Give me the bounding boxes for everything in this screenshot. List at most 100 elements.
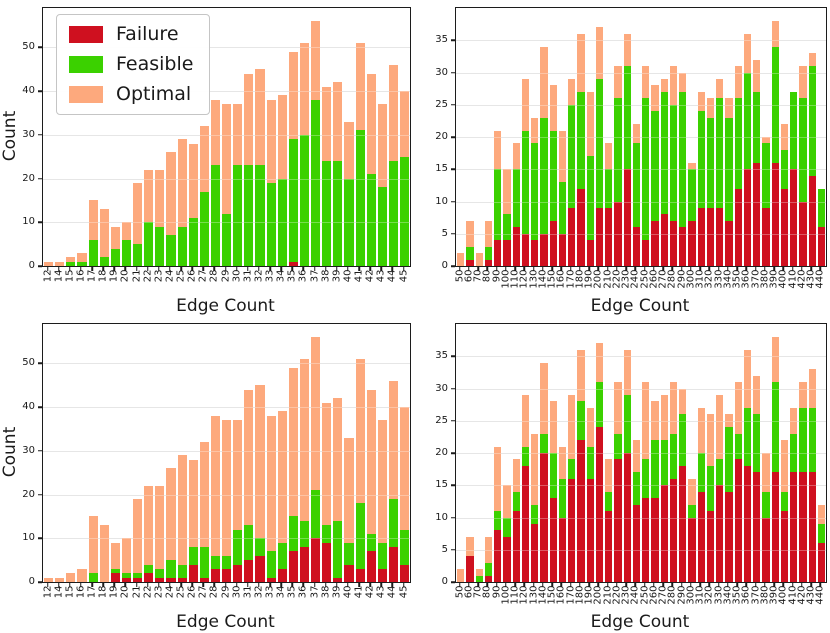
segment-optimal (88, 516, 98, 574)
bar-slot (780, 8, 789, 266)
plot-area: 0 10 20 30 40 50 Failure Feasible Optimal (22, 7, 411, 271)
x-tick-label: 34 (275, 585, 287, 598)
segment-optimal (388, 64, 398, 162)
x-tick-slot: 26 (187, 582, 198, 619)
bar-slot (484, 324, 493, 582)
stacked-bar-430 (808, 369, 816, 582)
segment-optimal (322, 402, 332, 526)
segment-optimal (99, 209, 109, 258)
segment-optimal (521, 78, 529, 131)
segment-optimal (188, 459, 198, 548)
stacked-bar-160 (558, 446, 566, 582)
segment-feasible (651, 440, 659, 499)
segment-failure (706, 511, 714, 582)
bar-slot (110, 8, 121, 266)
segment-failure (808, 175, 816, 266)
legend-swatch-failure (69, 26, 103, 43)
x-tick-slot: 70 (473, 582, 484, 619)
x-tick-slot: 210 (602, 582, 613, 619)
segment-failure (155, 577, 165, 582)
x-tick-mark (180, 582, 182, 587)
y-tick-mark (37, 90, 42, 92)
x-tick-mark (671, 266, 674, 271)
segment-optimal (77, 252, 87, 262)
gridline (43, 91, 410, 93)
x-tick-labels: 50 60 70 80 90 100 110 120 130 140 150 160 170 180 190… (454, 266, 826, 303)
gridline (456, 104, 826, 106)
segment-optimal (344, 437, 354, 543)
stacked-bar-42 (366, 389, 376, 582)
y-tick-label: 40 (22, 401, 35, 413)
x-tick-label: 28 (208, 585, 220, 598)
segment-optimal (133, 498, 143, 574)
segment-failure (521, 465, 529, 582)
segment-optimal (614, 382, 622, 434)
segment-feasible (475, 575, 483, 582)
x-tick-label: 37 (309, 269, 321, 282)
x-tick-label: 15 (64, 585, 76, 598)
segment-feasible (734, 433, 742, 460)
stacked-bar-39 (333, 82, 343, 266)
stacked-bar-60 (466, 536, 474, 582)
segment-feasible (595, 78, 603, 208)
y-tick-mark (37, 221, 42, 224)
segment-optimal (558, 130, 566, 183)
x-tick-slot: 220 (611, 582, 622, 619)
stacked-bar-28 (210, 415, 220, 582)
legend-label-feasible: Feasible (116, 53, 194, 75)
x-tick-mark (324, 582, 327, 587)
stacked-bar-37 (311, 337, 321, 582)
x-tick-mark (569, 266, 572, 271)
x-tick-slot: 19 (109, 582, 120, 619)
stacked-bar-220 (614, 382, 622, 582)
x-tick-slot: 200 (593, 266, 604, 303)
segment-feasible (66, 261, 76, 266)
y-tick-mark (37, 46, 42, 49)
segment-optimal (799, 66, 807, 99)
x-tick-slot: 15 (64, 266, 75, 303)
bar-slot (586, 8, 595, 266)
x-tick-mark (514, 266, 516, 271)
x-tick-slot: 380 (759, 266, 770, 303)
bar-slot (43, 8, 54, 266)
y-tick-mark (37, 581, 42, 583)
segment-failure (716, 485, 724, 582)
y-tick-mark (450, 233, 455, 235)
y-tick-label: 5 (441, 543, 448, 555)
gridline-overlay (43, 91, 410, 93)
segment-feasible (244, 165, 254, 266)
segment-failure (716, 207, 724, 266)
segment-optimal (780, 124, 788, 150)
bar-slot (761, 8, 770, 266)
x-tick-slot: 18 (98, 266, 109, 303)
chart-top-right: 0 5 10 15 20 25 30 35 50 60 70 80 90 100 110 120 130 140… (415, 0, 830, 316)
x-tick-mark (280, 582, 282, 587)
x-tick-slot: 370 (750, 266, 761, 303)
x-tick-mark (135, 266, 138, 271)
segment-optimal (521, 394, 529, 447)
gridline-overlay (456, 72, 826, 74)
x-tick-slot: 80 (482, 582, 493, 619)
segment-failure (660, 214, 668, 266)
segment-failure (333, 577, 343, 582)
x-tick-slot: 150 (547, 266, 558, 303)
x-tick-mark (169, 266, 171, 271)
segment-optimal (133, 182, 143, 245)
stacked-bar-110 (512, 143, 520, 266)
bars-layer (43, 8, 410, 266)
segment-optimal (166, 468, 176, 561)
segment-feasible (133, 244, 143, 266)
y-tick-mark (37, 134, 42, 136)
x-tick-slot: 90 (491, 582, 502, 619)
x-tick-mark (810, 266, 812, 271)
stacked-bar-80 (484, 220, 492, 266)
gridline-overlay (43, 134, 410, 136)
stacked-bar-29 (222, 420, 232, 582)
x-tick-slot: 35 (287, 266, 298, 303)
bar-slot (613, 324, 622, 582)
y-tick-mark (450, 168, 455, 170)
segment-failure (288, 261, 298, 266)
stacked-bar-38 (322, 402, 332, 582)
bar-slot (188, 324, 199, 582)
bar-slot (743, 324, 752, 582)
